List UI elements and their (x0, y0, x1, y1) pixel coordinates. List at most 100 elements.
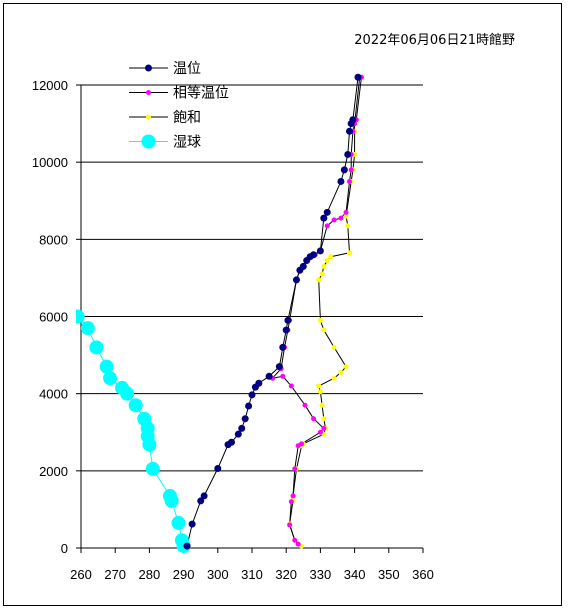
series-0-point-7 (234, 430, 242, 438)
series-2-point-21 (319, 271, 325, 277)
series-2-point-25 (346, 250, 352, 256)
series-3-point-13 (103, 371, 118, 386)
legend-marker-0 (145, 64, 152, 72)
series-3-point-14 (99, 359, 114, 374)
series-0-point-8 (238, 424, 246, 432)
x-tick-label-310: 310 (241, 567, 263, 582)
series-1-point-30 (346, 178, 352, 184)
series-2-point-16 (343, 364, 349, 370)
x-tick-label-340: 340 (344, 567, 366, 582)
series-3-point-5 (145, 461, 160, 476)
series-lines (77, 77, 362, 547)
series-2-point-17 (331, 344, 337, 350)
series-1-point-8 (317, 429, 323, 435)
series-1-point-26 (324, 223, 330, 229)
x-tick-label-360: 360 (412, 567, 434, 582)
series-0-point-9 (241, 415, 249, 423)
series-1-point-27 (331, 217, 337, 223)
x-tick-label-260: 260 (70, 567, 92, 582)
series-1-point-2 (287, 522, 293, 528)
series-0-point-25 (316, 247, 324, 255)
series-0-point-6 (227, 438, 235, 446)
y-axis-ticks: 0 2000 4000 6000 8000 10000 12000 (32, 78, 81, 556)
y-tick-label-2000: 2000 (39, 464, 68, 479)
series-0-point-28 (337, 177, 345, 185)
series-3-point-4 (162, 488, 177, 503)
series-2-point-18 (321, 327, 327, 333)
y-tick-label-4000: 4000 (39, 387, 68, 402)
chart-frame (3, 3, 562, 606)
series-1-point-0 (295, 541, 301, 547)
series-2-point-13 (316, 383, 322, 389)
legend-marker-3 (141, 134, 156, 149)
series-1-point-7 (299, 441, 305, 447)
grid-lines (81, 84, 423, 472)
series-1-point-11 (302, 402, 308, 408)
series-1-point-12 (288, 383, 294, 389)
y-tick-label-6000: 6000 (39, 310, 68, 325)
chart-title: 2022年06月06日21時館野 (354, 33, 515, 48)
series-2-point-15 (338, 369, 344, 375)
y-tick-label-12000: 12000 (32, 78, 68, 93)
legend-marker-1 (146, 90, 151, 95)
series-markers (76, 73, 364, 554)
series-2-point-26 (345, 223, 351, 229)
series-0-point-18 (284, 316, 292, 324)
series-2-point-24 (328, 254, 334, 260)
series-3-point-10 (128, 398, 143, 413)
series-line-0 (186, 77, 359, 547)
series-2-point-20 (316, 277, 322, 283)
series-0-point-10 (245, 402, 253, 410)
series-0-point-17 (282, 326, 290, 334)
series-0-point-34 (354, 73, 362, 81)
series-0-point-3 (200, 492, 208, 500)
series-0-point-26 (320, 214, 328, 222)
series-line-2 (289, 77, 361, 547)
series-2-point-27 (343, 213, 349, 219)
series-0-point-15 (275, 363, 283, 371)
series-0-point-0 (183, 542, 191, 550)
series-3-point-17 (76, 309, 85, 324)
series-0-point-14 (265, 372, 273, 380)
series-2-point-23 (324, 258, 330, 264)
series-3-point-2 (171, 515, 186, 530)
series-0-point-2 (197, 497, 205, 505)
series-1-point-10 (311, 416, 317, 422)
y-tick-label-8000: 8000 (39, 232, 68, 247)
series-2-point-12 (317, 389, 323, 395)
series-1-point-4 (290, 493, 296, 499)
y-tick-label-10000: 10000 (32, 155, 68, 170)
series-1-point-5 (292, 466, 298, 472)
series-0-point-1 (188, 520, 196, 528)
series-0-point-29 (340, 166, 348, 174)
series-1-point-3 (288, 499, 294, 505)
series-2-point-30 (352, 151, 358, 157)
series-2-point-11 (319, 402, 325, 408)
series-2-point-22 (321, 263, 327, 269)
series-0-point-30 (344, 150, 352, 158)
series-2-point-14 (331, 375, 337, 381)
legend-label-3: 湿球 (173, 135, 201, 151)
x-tick-label-300: 300 (207, 567, 229, 582)
x-tick-label-280: 280 (139, 567, 161, 582)
series-0-point-31 (345, 127, 353, 135)
series-0-point-24 (310, 251, 318, 259)
legend-marker-2 (146, 114, 151, 120)
series-1-point-13 (280, 373, 286, 379)
series-3-point-15 (89, 340, 104, 355)
x-tick-label-290: 290 (173, 567, 195, 582)
series-2-point-19 (317, 317, 323, 323)
series-3-point-12 (115, 380, 130, 395)
y-tick-label-0: 0 (61, 541, 68, 556)
series-1-point-9 (321, 425, 327, 431)
series-1-point-28 (338, 215, 344, 221)
series-3-point-9 (137, 411, 152, 426)
series-0-point-21 (299, 262, 307, 270)
series-0-point-16 (279, 343, 287, 351)
series-1-point-1 (292, 537, 298, 543)
series-2-point-10 (321, 416, 327, 422)
legend-label-0: 温位 (173, 61, 201, 77)
x-tick-label-320: 320 (275, 567, 297, 582)
